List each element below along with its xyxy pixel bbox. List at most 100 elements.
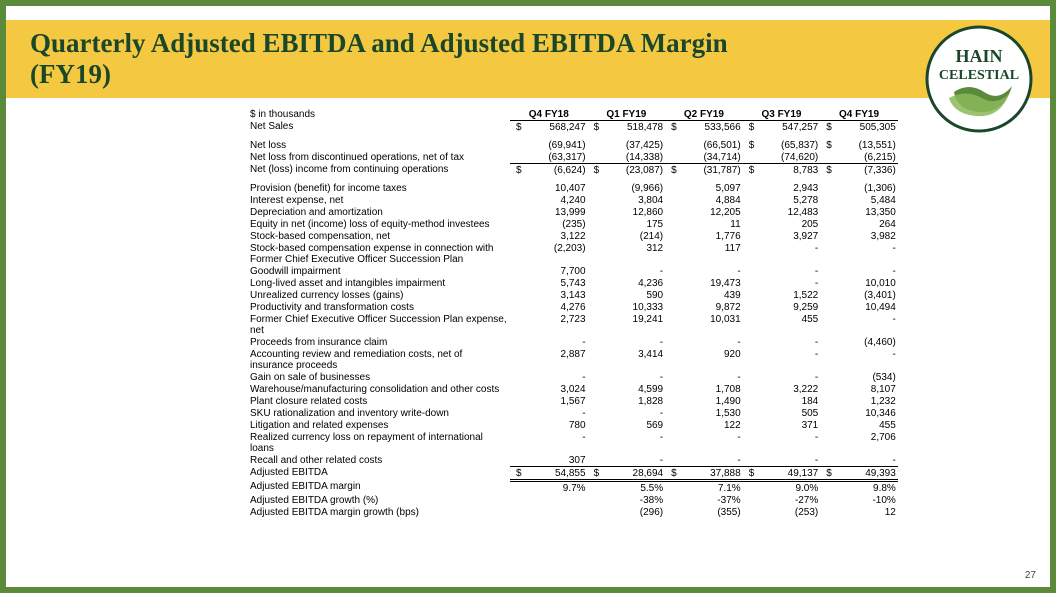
table-row: Depreciation and amortization13,99912,86… bbox=[248, 206, 898, 218]
table-row: Productivity and transformation costs4,2… bbox=[248, 301, 898, 313]
cell-value: -38% bbox=[601, 494, 665, 506]
row-label: Adjusted EBITDA bbox=[248, 467, 510, 481]
cell-value: 547,257 bbox=[756, 121, 820, 134]
cell-value: - bbox=[679, 431, 743, 454]
cell-value: 2,723 bbox=[524, 313, 588, 336]
cell-value: (63,317) bbox=[524, 151, 588, 164]
cell-value: -10% bbox=[834, 494, 898, 506]
cell-value: 1,232 bbox=[834, 395, 898, 407]
cell-value: 8,107 bbox=[834, 383, 898, 395]
cell-value: -37% bbox=[679, 494, 743, 506]
cell-value: - bbox=[756, 242, 820, 265]
table-row: Net loss from discontinued operations, n… bbox=[248, 151, 898, 164]
cell-value: 9.8% bbox=[834, 481, 898, 495]
cell-value: 19,241 bbox=[601, 313, 665, 336]
cell-value: 117 bbox=[679, 242, 743, 265]
cell-value: - bbox=[524, 431, 588, 454]
cell-value: (2,203) bbox=[524, 242, 588, 265]
cell-value: - bbox=[756, 265, 820, 277]
cell-value: 19,473 bbox=[679, 277, 743, 289]
row-label: Goodwill impairment bbox=[248, 265, 510, 277]
row-label: SKU rationalization and inventory write-… bbox=[248, 407, 510, 419]
cell-value: - bbox=[756, 371, 820, 383]
cell-value: 12,483 bbox=[756, 206, 820, 218]
cell-value: (65,837) bbox=[756, 139, 820, 151]
table-row: Stock-based compensation expense in conn… bbox=[248, 242, 898, 265]
title-bar: Quarterly Adjusted EBITDA and Adjusted E… bbox=[6, 20, 1050, 98]
cell-value: 12,205 bbox=[679, 206, 743, 218]
row-label: Proceeds from insurance claim bbox=[248, 336, 510, 348]
column-header: Q4 FY19 bbox=[820, 108, 898, 121]
row-label: Unrealized currency losses (gains) bbox=[248, 289, 510, 301]
cell-value: 9.0% bbox=[756, 481, 820, 495]
hain-celestial-logo: HAIN CELESTIAL bbox=[924, 24, 1034, 134]
cell-value: 122 bbox=[679, 419, 743, 431]
cell-value: - bbox=[834, 454, 898, 467]
table-row: Realized currency loss on repayment of i… bbox=[248, 431, 898, 454]
table-row: Plant closure related costs1,5671,8281,4… bbox=[248, 395, 898, 407]
table-row: Former Chief Executive Officer Successio… bbox=[248, 313, 898, 336]
table-row: Equity in net (income) loss of equity-me… bbox=[248, 218, 898, 230]
page-number: 27 bbox=[1025, 570, 1036, 581]
cell-value: 455 bbox=[756, 313, 820, 336]
cell-value: (1,306) bbox=[834, 182, 898, 194]
cell-value bbox=[524, 494, 588, 506]
cell-value: - bbox=[601, 454, 665, 467]
cell-value: - bbox=[756, 454, 820, 467]
row-label: Equity in net (income) loss of equity-me… bbox=[248, 218, 510, 230]
cell-value: 518,478 bbox=[601, 121, 665, 134]
cell-value: 1,828 bbox=[601, 395, 665, 407]
cell-value: (23,087) bbox=[601, 164, 665, 177]
cell-value: (6,215) bbox=[834, 151, 898, 164]
row-label: Former Chief Executive Officer Successio… bbox=[248, 313, 510, 336]
cell-value: 205 bbox=[756, 218, 820, 230]
cell-value: 7.1% bbox=[679, 481, 743, 495]
cell-value: (66,501) bbox=[679, 139, 743, 151]
cell-value: 5.5% bbox=[601, 481, 665, 495]
table-row: Provision (benefit) for income taxes10,4… bbox=[248, 182, 898, 194]
cell-value: 28,694 bbox=[601, 467, 665, 481]
cell-value: 5,484 bbox=[834, 194, 898, 206]
cell-value: - bbox=[756, 277, 820, 289]
cell-value: - bbox=[834, 348, 898, 371]
cell-value: 2,943 bbox=[756, 182, 820, 194]
cell-value: - bbox=[601, 371, 665, 383]
column-header: Q4 FY18 bbox=[510, 108, 588, 121]
table-row: Adjusted EBITDA margin9.7%5.5%7.1%9.0%9.… bbox=[248, 481, 898, 495]
cell-value: 10,346 bbox=[834, 407, 898, 419]
cell-value: 9,259 bbox=[756, 301, 820, 313]
cell-value: (355) bbox=[679, 506, 743, 518]
row-label: Long-lived asset and intangibles impairm… bbox=[248, 277, 510, 289]
table-row: Net Sales$568,247$518,478$533,566$547,25… bbox=[248, 121, 898, 134]
cell-value: 10,031 bbox=[679, 313, 743, 336]
cell-value: 505,305 bbox=[834, 121, 898, 134]
table-row: Stock-based compensation, net3,122(214)1… bbox=[248, 230, 898, 242]
cell-value: - bbox=[834, 242, 898, 265]
column-header: Q3 FY19 bbox=[743, 108, 821, 121]
cell-value: (74,620) bbox=[756, 151, 820, 164]
cell-value: (3,401) bbox=[834, 289, 898, 301]
cell-value: 3,927 bbox=[756, 230, 820, 242]
cell-value: 920 bbox=[679, 348, 743, 371]
cell-value: 4,276 bbox=[524, 301, 588, 313]
table-row: Goodwill impairment7,700---- bbox=[248, 265, 898, 277]
row-label: Realized currency loss on repayment of i… bbox=[248, 431, 510, 454]
cell-value: 4,240 bbox=[524, 194, 588, 206]
cell-value: 10,494 bbox=[834, 301, 898, 313]
cell-value: 175 bbox=[601, 218, 665, 230]
cell-value: 307 bbox=[524, 454, 588, 467]
cell-value: - bbox=[679, 265, 743, 277]
column-header: Q2 FY19 bbox=[665, 108, 743, 121]
row-label: Net Sales bbox=[248, 121, 510, 134]
cell-value: 4,236 bbox=[601, 277, 665, 289]
table-row: Accounting review and remediation costs,… bbox=[248, 348, 898, 371]
row-label: Accounting review and remediation costs,… bbox=[248, 348, 510, 371]
cell-value: - bbox=[756, 336, 820, 348]
cell-value: 8,783 bbox=[756, 164, 820, 177]
row-label: Warehouse/manufacturing consolidation an… bbox=[248, 383, 510, 395]
cell-value: 3,122 bbox=[524, 230, 588, 242]
cell-value: - bbox=[524, 371, 588, 383]
cell-value: 13,350 bbox=[834, 206, 898, 218]
cell-value: 2,887 bbox=[524, 348, 588, 371]
cell-value: - bbox=[679, 336, 743, 348]
